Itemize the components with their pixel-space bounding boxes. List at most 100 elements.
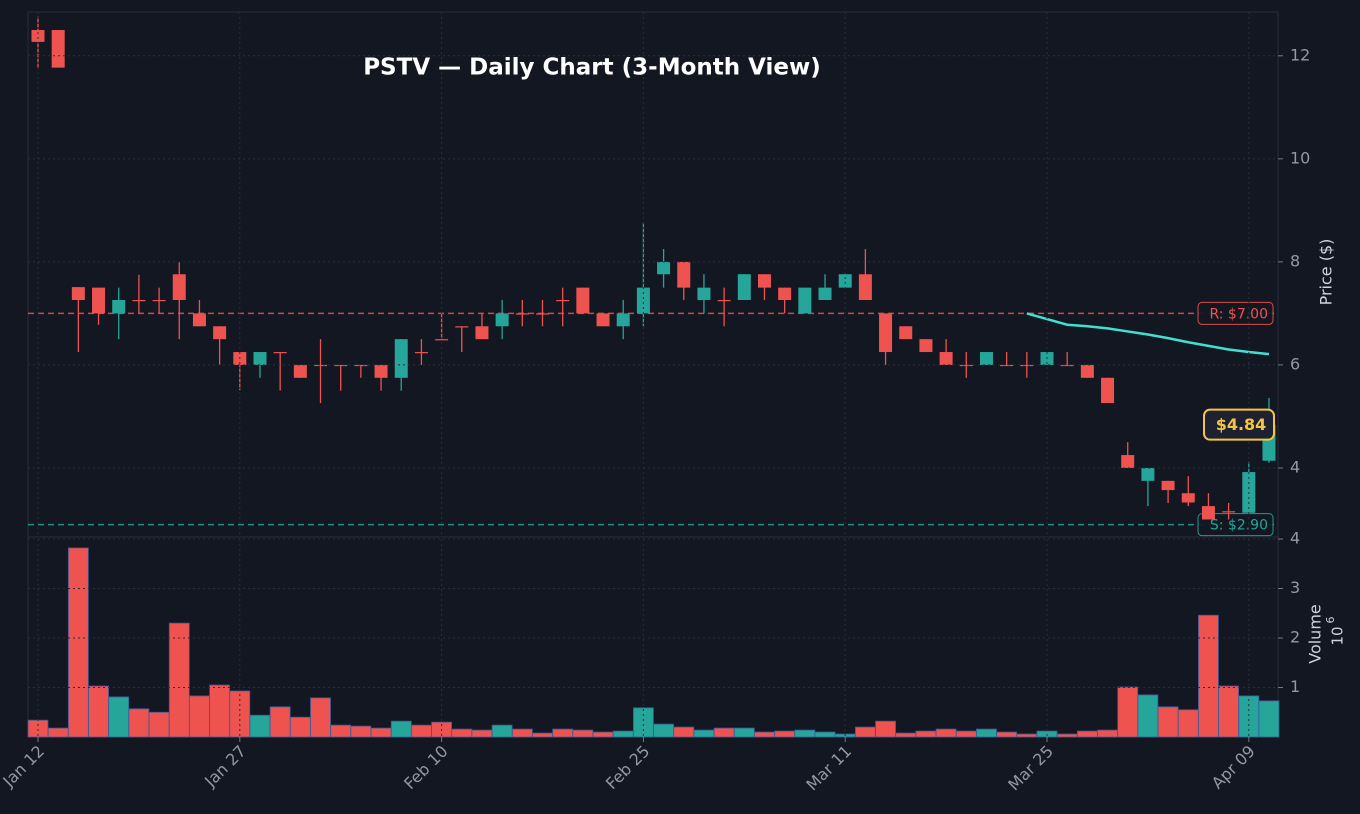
candle-body [1141,467,1155,481]
volume-bar [269,706,291,738]
volume-bar [976,728,997,738]
volume-bar [915,730,937,738]
volume-bar [128,708,150,738]
volume-bar [1137,694,1159,738]
support-label-box [1197,513,1274,537]
volume-bar [1016,733,1038,738]
volume-bar [814,731,836,738]
candle-body [596,313,610,327]
volume-bar [592,731,614,738]
volume-bar [411,724,432,738]
candle-body [374,364,388,378]
candle-body [455,326,469,328]
candle-body [152,300,166,302]
volume-bar [935,728,957,738]
volume-bar [47,727,69,738]
volume-bar [289,716,311,738]
candle-body [536,313,549,315]
candle-body [858,274,872,301]
candle-body [414,352,428,354]
candle-body [92,287,106,314]
volume-bar [733,727,755,738]
candle-body [979,352,993,365]
candle-body [1222,511,1236,513]
candle-body [1060,364,1074,367]
volume-bar [330,724,352,738]
candle-body [515,313,529,315]
candle-body [354,364,368,367]
y-tick-label: 4 [1290,457,1300,476]
candle-body [1020,364,1034,367]
last-price-box [1203,408,1275,441]
volume-axis-label: Volume [1306,604,1325,664]
candle-body [192,313,206,327]
volume-bar [471,729,493,738]
volume-bar [451,728,473,738]
volume-bar [310,697,331,738]
volume-bar [996,731,1018,738]
volume-bar [895,732,917,738]
candle-body [737,274,751,301]
volume-bar [1097,729,1118,738]
volume-bar [350,725,372,738]
volume-bar [1157,706,1179,738]
volume-bar [249,714,271,738]
volume-bar [1177,709,1199,738]
candle-body [253,352,267,365]
volume-bar [713,727,735,738]
candle-body [899,326,913,340]
volume-bar [854,726,876,738]
y-axis-label: Price ($) [1317,239,1336,306]
candle-body [939,352,953,365]
volume-bar [1076,730,1098,738]
volume-bar [532,732,553,738]
volume-bar [168,622,190,738]
candle-body [697,287,711,301]
volume-bar [491,724,513,738]
volume-bar [774,730,796,738]
volume-bar [67,547,89,738]
candle-body [677,261,691,288]
candle-body [213,326,227,340]
candle-body [778,287,792,301]
volume-bar [572,729,594,738]
candle-body [919,339,933,353]
candle-body [172,274,186,301]
candle-body [757,274,771,288]
volume-bar [875,720,896,738]
candle-body [657,261,671,275]
volume-multiplier-exp: 6 [1324,617,1337,624]
resistance-label-box [1197,301,1274,325]
candle-body [31,30,45,42]
y-tick-label: 6 [1290,354,1300,373]
candle-body [475,326,489,340]
volume-tick-label: 4 [1290,529,1300,548]
candle-body [838,274,852,288]
moving-average-line [1026,312,1270,356]
support-label: S: $2.90 [1210,518,1268,534]
candle-body [1080,364,1094,378]
volume-bar [673,726,695,738]
candle-body [717,300,731,302]
candle-body [576,287,590,314]
volume-bar [552,728,574,738]
chart-title: PSTV — Daily Chart (3-Month View) [363,55,821,81]
candle-body [112,300,126,314]
volume-bar [390,720,412,738]
volume-panel [27,547,1280,738]
candle-body [435,339,449,341]
y-tick-label: 12 [1290,45,1310,64]
volume-bar [209,684,231,738]
candle-body [959,364,973,367]
volume-bar [148,711,170,738]
candle-body [132,300,146,302]
volume-tick-label: 3 [1290,578,1300,597]
volume-bar [370,727,392,738]
candle-body [616,313,630,327]
candle-body [818,287,832,301]
volume-tick-label: 1 [1290,677,1300,696]
candle-body [394,339,408,378]
